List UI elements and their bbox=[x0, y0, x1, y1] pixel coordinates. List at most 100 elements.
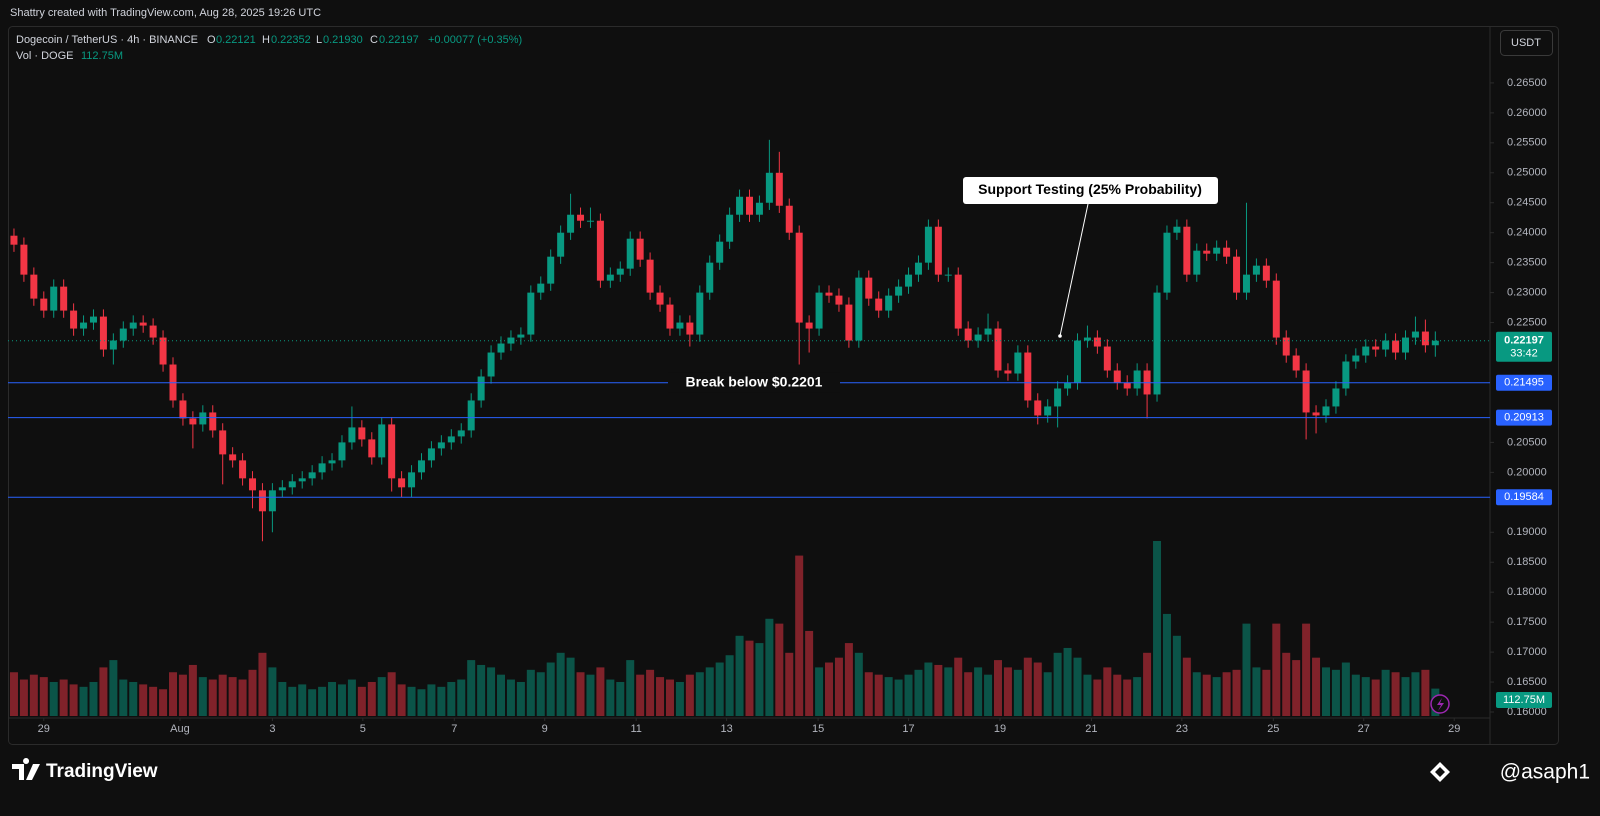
volume-bar bbox=[695, 672, 704, 716]
volume-bar bbox=[9, 672, 18, 716]
volume-bar bbox=[298, 684, 307, 716]
volume-bar bbox=[69, 684, 78, 716]
candle-body bbox=[1113, 370, 1121, 383]
volume-bar bbox=[387, 672, 396, 716]
candle-body bbox=[268, 490, 276, 512]
candle-body bbox=[567, 214, 575, 233]
ohlc-legend-item: C bbox=[370, 34, 378, 46]
volume-legend-item: 112.75M bbox=[81, 50, 123, 62]
candle-body bbox=[706, 262, 714, 293]
y-tick-label: 0.23500 bbox=[1507, 257, 1547, 269]
x-tick-label: 27 bbox=[1358, 723, 1370, 735]
volume-bar bbox=[725, 655, 734, 716]
volume-bar bbox=[884, 677, 893, 716]
candle-body bbox=[1352, 355, 1360, 362]
volume-bar bbox=[268, 667, 277, 716]
volume-bar bbox=[1391, 672, 1400, 716]
candle-body bbox=[1213, 247, 1221, 254]
ohlc-legend-item: 0.22352 bbox=[271, 34, 311, 46]
candle-body bbox=[358, 427, 366, 440]
candle-body bbox=[1362, 346, 1370, 356]
candle-body bbox=[487, 352, 495, 377]
volume-bar bbox=[1153, 541, 1162, 716]
x-tick-label: 17 bbox=[902, 723, 914, 735]
currency-label[interactable]: USDT bbox=[1511, 37, 1541, 49]
volume-bar bbox=[109, 660, 118, 716]
volume-bar bbox=[198, 677, 207, 716]
candle-body bbox=[716, 241, 724, 263]
candle-body bbox=[676, 322, 684, 329]
candle-body bbox=[875, 298, 883, 311]
brand-name: TradingView bbox=[46, 761, 158, 782]
y-tick-label: 0.16500 bbox=[1507, 676, 1547, 688]
volume-bar bbox=[894, 679, 903, 716]
volume-bar bbox=[546, 662, 555, 716]
volume-bar bbox=[29, 674, 38, 716]
candle-body bbox=[1282, 337, 1290, 356]
callout-box bbox=[963, 177, 1218, 204]
candle-body bbox=[547, 256, 555, 284]
candle-body bbox=[626, 238, 634, 269]
volume-bar bbox=[457, 679, 466, 716]
volume-bar bbox=[328, 681, 337, 716]
volume-bar bbox=[149, 686, 158, 716]
annotation-break: Break below $0.2201 bbox=[686, 373, 823, 389]
volume-bar bbox=[477, 664, 486, 716]
volume-bar bbox=[805, 630, 814, 716]
volume-bar bbox=[99, 667, 108, 716]
volume-bar bbox=[168, 672, 177, 716]
candle-body bbox=[765, 172, 773, 203]
volume-bar bbox=[984, 674, 993, 716]
candle-body bbox=[905, 274, 913, 287]
candle-body bbox=[288, 481, 296, 488]
volume-bar bbox=[1003, 667, 1012, 716]
candle-body bbox=[1233, 256, 1241, 293]
volume-bar bbox=[1242, 623, 1251, 716]
annotation-support: Support Testing (25% Probability) bbox=[978, 181, 1202, 197]
volume-bar bbox=[1162, 613, 1171, 716]
ohlc-legend-item: H bbox=[262, 34, 270, 46]
volume-bar bbox=[536, 672, 545, 716]
candle-body bbox=[1014, 352, 1022, 374]
alert-icon-bolt bbox=[1437, 698, 1444, 711]
candle-body bbox=[179, 400, 187, 419]
volume-bar bbox=[626, 660, 635, 716]
volume-bar bbox=[1222, 672, 1231, 716]
volume-bar bbox=[228, 677, 237, 716]
candle-body bbox=[1262, 265, 1270, 281]
candle-body bbox=[815, 292, 823, 329]
candle-body bbox=[656, 292, 664, 305]
volume-bar bbox=[646, 669, 655, 716]
ohlc-legend-item: 0.22197 bbox=[379, 34, 419, 46]
y-tick-label: 0.22500 bbox=[1507, 316, 1547, 328]
volume-bar bbox=[1272, 623, 1281, 716]
ohlc-legend-item: 0.21930 bbox=[323, 34, 363, 46]
volume-bar bbox=[685, 674, 694, 716]
volume-bar bbox=[1351, 674, 1360, 716]
volume-bar bbox=[586, 674, 595, 716]
y-tick-label: 0.23000 bbox=[1507, 287, 1547, 299]
x-tick-label: 5 bbox=[360, 723, 366, 735]
candle-body bbox=[1064, 382, 1072, 389]
candle-body bbox=[686, 322, 694, 335]
candle-body bbox=[447, 436, 455, 443]
volume-bar bbox=[278, 681, 287, 716]
candle-body bbox=[855, 277, 863, 341]
volume-bar bbox=[1302, 623, 1311, 716]
candle-body bbox=[1133, 370, 1141, 389]
volume-bar bbox=[188, 664, 197, 716]
volume-bar bbox=[1053, 652, 1062, 716]
volume-bar bbox=[636, 674, 645, 716]
volume-bar bbox=[367, 681, 376, 716]
annotation-background bbox=[668, 372, 840, 393]
volume-bar bbox=[974, 667, 983, 716]
candle-body bbox=[239, 460, 247, 479]
volume-bar bbox=[904, 674, 913, 716]
volume-axis-box bbox=[1496, 692, 1552, 708]
candle-body bbox=[348, 427, 356, 443]
candle-body bbox=[885, 295, 893, 311]
currency-button[interactable] bbox=[1500, 30, 1553, 56]
y-tick-label: 0.20500 bbox=[1507, 436, 1547, 448]
x-tick-label: 7 bbox=[451, 723, 457, 735]
candle-body bbox=[537, 283, 545, 293]
